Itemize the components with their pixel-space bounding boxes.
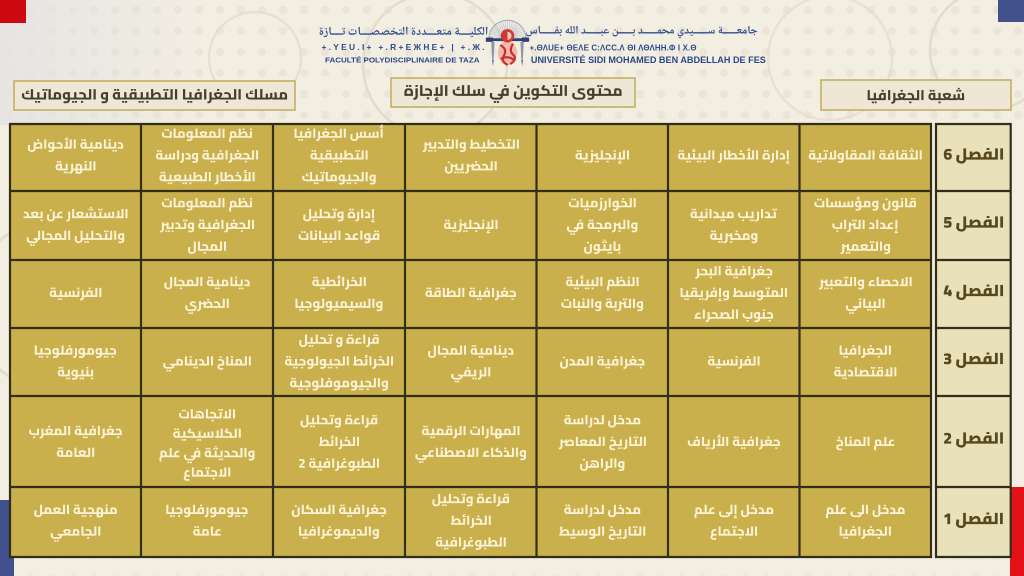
svg-text:+.YEU.I+ +.R+EЖHE+ | +.Ж.: +.YEU.I+ +.R+EЖHE+ | +.Ж. xyxy=(322,42,485,52)
svg-text:UNIVERSITÉ SIDI MOHAMED BEN AB: UNIVERSITÉ SIDI MOHAMED BEN ABDELLAH DE … xyxy=(531,55,766,65)
svg-text:FACULTÉ POLYDISCIPLINAIRE DE T: FACULTÉ POLYDISCIPLINAIRE DE TAZA xyxy=(325,56,480,65)
svg-text:+.ΘΛUE+ ΘEΛE C:ΛCC.Λ ΘI ΛΘΛHH.: +.ΘΛUE+ ΘEΛE C:ΛCC.Λ ΘI ΛΘΛHH.Φ I X.Θ xyxy=(530,43,697,52)
